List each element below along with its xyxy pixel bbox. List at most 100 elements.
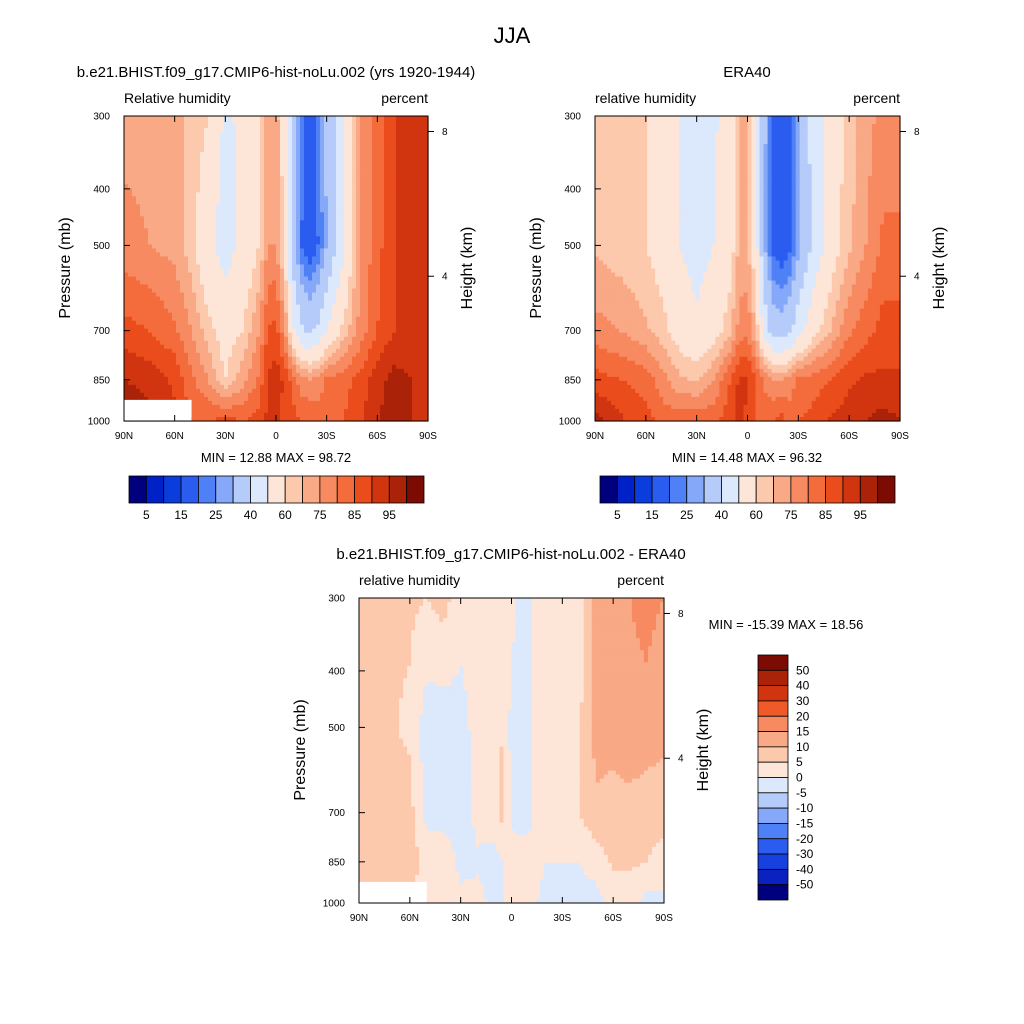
field-cell — [408, 196, 413, 201]
field-cell — [420, 160, 425, 165]
field-cell — [256, 252, 261, 258]
field-cell — [392, 320, 397, 326]
field-cell — [172, 260, 177, 266]
field-cell — [300, 140, 305, 145]
field-cell — [324, 184, 329, 189]
field-cell — [304, 116, 309, 121]
field-cell — [332, 296, 337, 302]
field-cell — [156, 200, 161, 205]
field-cell — [188, 320, 193, 326]
field-cell — [132, 212, 137, 217]
field-cell — [180, 288, 185, 294]
field-cell — [312, 248, 317, 254]
field-cell — [128, 352, 133, 358]
field-cell — [132, 316, 137, 322]
field-cell — [264, 180, 269, 185]
field-cell — [212, 200, 217, 205]
field-cell — [352, 168, 357, 173]
field-cell — [320, 124, 325, 129]
field-cell — [196, 208, 201, 213]
field-cell — [312, 304, 317, 310]
field-cell — [344, 176, 349, 181]
field-cell — [352, 372, 357, 378]
field-cell — [380, 152, 385, 157]
field-cell — [372, 160, 377, 165]
field-cell — [268, 296, 273, 302]
field-cell — [160, 260, 165, 266]
field-cell — [292, 184, 297, 189]
field-cell — [332, 252, 337, 258]
field-cell — [320, 332, 325, 338]
field-cell — [204, 328, 209, 334]
field-cell — [260, 336, 265, 342]
field-cell — [400, 320, 405, 326]
field-cell — [236, 168, 241, 173]
field-cell — [316, 276, 321, 282]
field-cell — [200, 336, 205, 342]
field-cell — [368, 224, 373, 229]
field-cell — [280, 216, 285, 221]
field-cell — [172, 316, 177, 322]
field-cell — [128, 116, 133, 121]
field-cell — [424, 272, 429, 278]
field-cell — [424, 344, 429, 350]
field-cell — [320, 160, 325, 165]
field-cell — [392, 296, 397, 302]
field-cell — [380, 344, 385, 350]
field-cell — [220, 188, 225, 193]
field-cell — [136, 116, 141, 121]
field-cell — [196, 296, 201, 302]
field-cell — [420, 264, 425, 270]
field-cell — [140, 140, 145, 145]
field-cell — [196, 368, 201, 374]
field-cell — [328, 288, 333, 294]
field-cell — [200, 308, 205, 314]
field-cell — [252, 348, 257, 354]
field-cell — [292, 208, 297, 213]
field-cell — [224, 184, 229, 189]
field-cell — [188, 176, 193, 181]
field-cell — [404, 184, 409, 189]
field-cell — [360, 276, 365, 282]
field-cell — [156, 308, 161, 314]
field-cell — [336, 264, 341, 270]
field-cell — [148, 236, 153, 241]
field-cell — [332, 256, 337, 262]
field-cell — [188, 124, 193, 129]
field-cell — [312, 128, 317, 133]
field-cell — [284, 284, 289, 290]
field-cell — [376, 260, 381, 266]
field-cell — [424, 148, 429, 153]
field-cell — [140, 292, 145, 298]
field-cell — [140, 328, 145, 334]
field-cell — [200, 252, 205, 258]
field-cell — [140, 288, 145, 294]
field-cell — [356, 304, 361, 310]
field-cell — [360, 300, 365, 306]
field-cell — [304, 292, 309, 298]
field-cell — [128, 332, 133, 338]
field-cell — [316, 340, 321, 346]
field-cell — [232, 332, 237, 338]
field-cell — [400, 124, 405, 129]
field-cell — [372, 324, 377, 330]
field-cell — [396, 264, 401, 270]
field-cell — [332, 300, 337, 306]
field-cell — [332, 272, 337, 278]
field-cell — [184, 220, 189, 225]
field-cell — [372, 268, 377, 274]
field-cell — [200, 288, 205, 294]
field-cell — [328, 224, 333, 229]
field-cell — [420, 332, 425, 338]
field-cell — [388, 196, 393, 201]
field-cell — [360, 348, 365, 354]
field-cell — [220, 236, 225, 241]
field-cell — [324, 128, 329, 133]
field-cell — [304, 140, 309, 145]
field-cell — [404, 224, 409, 229]
field-cell — [304, 316, 309, 322]
field-cell — [324, 312, 329, 318]
field-cell — [232, 372, 237, 378]
field-cell — [348, 264, 353, 270]
field-cell — [248, 176, 253, 181]
